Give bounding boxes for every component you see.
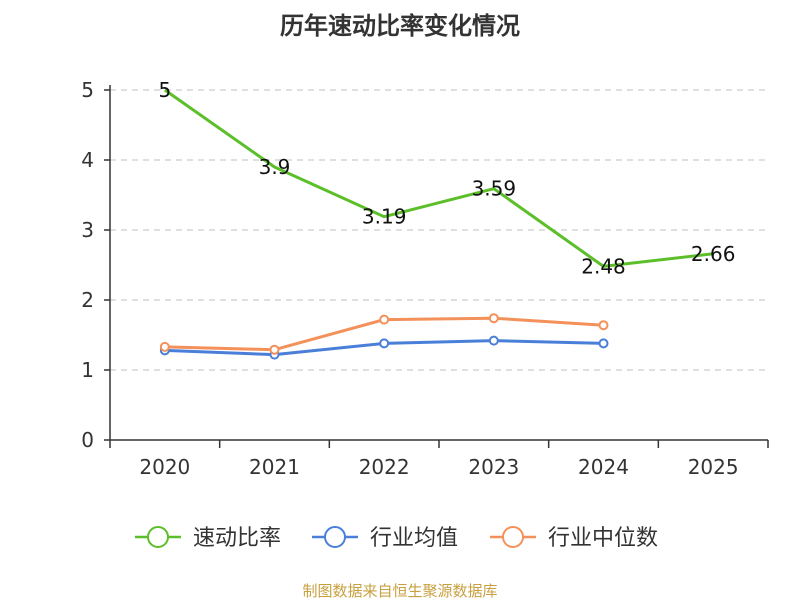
axes: 0 1 2 3 4 5 2020 2021 2022 2023 2024 2025: [81, 78, 769, 479]
data-label: 2.66: [691, 242, 736, 266]
x-tick-label: 2022: [359, 455, 410, 479]
legend-marker: [147, 526, 169, 548]
series-group: 5 3.9 3.19 3.59 2.48 2.66: [158, 78, 736, 360]
legend-marker: [502, 526, 524, 548]
data-point: [379, 314, 390, 325]
x-tick-label: 2025: [688, 455, 739, 479]
legend-label: 行业中位数: [548, 526, 658, 551]
y-tick-label: 5: [81, 78, 94, 102]
legend[interactable]: 速动比率 行业均值 行业中位数: [135, 526, 658, 551]
x-tick-label: 2023: [468, 455, 519, 479]
series-line-0: [163, 88, 714, 268]
data-point: [488, 313, 499, 324]
y-tick-label: 4: [81, 148, 94, 172]
x-tick-label: 2021: [249, 455, 300, 479]
data-point: [598, 320, 609, 331]
legend-item[interactable]: 行业中位数: [490, 526, 658, 551]
data-point: [488, 335, 499, 346]
chart-title: 历年速动比率变化情况: [280, 12, 520, 40]
y-tick-label: 2: [81, 288, 94, 312]
legend-item[interactable]: 行业均值: [312, 526, 458, 551]
legend-item[interactable]: 速动比率: [135, 526, 281, 551]
data-label: 3.19: [362, 205, 407, 229]
legend-label: 行业均值: [370, 526, 458, 551]
legend-label: 速动比率: [193, 526, 281, 551]
data-point: [379, 338, 390, 349]
data-label: 3.9: [259, 155, 291, 179]
data-label: 2.48: [581, 254, 626, 278]
source-note: 制图数据来自恒生聚源数据库: [302, 582, 497, 600]
grid-lines: [110, 89, 768, 371]
x-tick-label: 2024: [578, 455, 629, 479]
y-tick-label: 3: [81, 218, 94, 242]
y-tick-label: 0: [81, 428, 94, 452]
data-label: 3.59: [472, 177, 517, 201]
data-point: [598, 338, 609, 349]
x-tick-label: 2020: [139, 455, 190, 479]
data-point: [269, 344, 280, 355]
y-tick-label: 1: [81, 358, 94, 382]
data-point: [159, 341, 170, 352]
data-label: 5: [158, 78, 171, 102]
legend-marker: [324, 526, 346, 548]
